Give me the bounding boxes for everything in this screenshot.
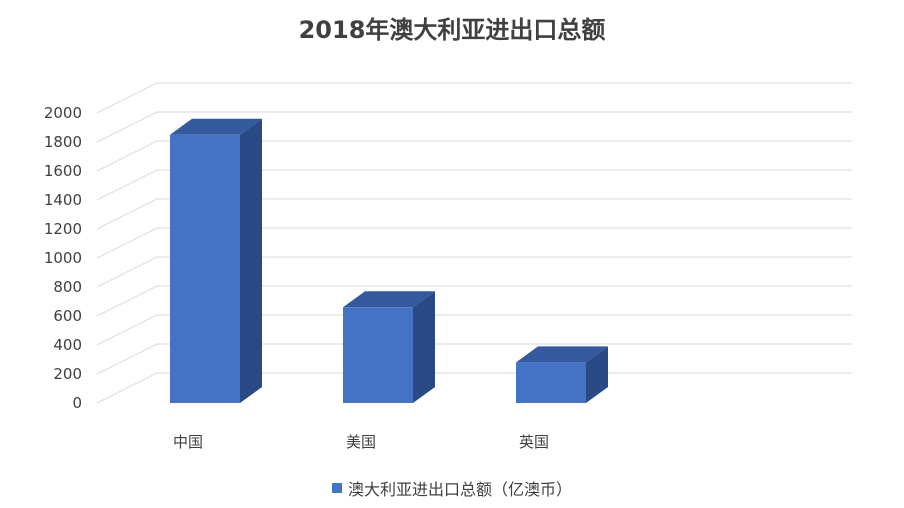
gridline bbox=[96, 285, 852, 317]
y-tick-label: 200 bbox=[53, 365, 82, 383]
gridline bbox=[96, 82, 852, 114]
y-tick-label: 600 bbox=[53, 307, 82, 325]
bar-top bbox=[170, 118, 262, 135]
x-axis-labels: 中国 美国 英国 bbox=[173, 433, 549, 451]
y-tick-label: 1600 bbox=[44, 162, 82, 180]
bar-side bbox=[240, 118, 262, 403]
gridline bbox=[96, 343, 852, 375]
bar-front bbox=[343, 307, 413, 403]
y-tick-label: 1400 bbox=[44, 191, 82, 209]
bar bbox=[343, 291, 435, 403]
y-tick-label: 2000 bbox=[44, 104, 82, 122]
bar-top bbox=[343, 291, 435, 308]
y-tick-label: 1200 bbox=[44, 220, 82, 238]
bar-front bbox=[516, 362, 586, 403]
gridline bbox=[96, 314, 852, 346]
bar-side bbox=[586, 346, 608, 403]
chart-title: 2018年澳大利亚进出口总额 bbox=[298, 16, 606, 44]
y-tick-label: 1800 bbox=[44, 133, 82, 151]
gridline bbox=[96, 256, 852, 288]
x-category-label: 英国 bbox=[519, 433, 549, 451]
bar bbox=[170, 118, 262, 403]
gridline bbox=[96, 140, 852, 172]
gridline bbox=[96, 198, 852, 230]
y-tick-label: 800 bbox=[53, 278, 82, 296]
y-tick-label: 0 bbox=[72, 394, 82, 412]
gridline bbox=[96, 111, 852, 143]
legend-swatch bbox=[331, 483, 342, 493]
legend: 澳大利亚进出口总额（亿澳币） bbox=[0, 476, 904, 500]
gridline bbox=[96, 227, 852, 259]
gridline bbox=[96, 169, 852, 201]
bars bbox=[170, 118, 608, 403]
y-tick-label: 1000 bbox=[44, 249, 82, 267]
x-category-label: 美国 bbox=[346, 433, 376, 451]
x-category-label: 中国 bbox=[173, 433, 203, 451]
y-tick-label: 400 bbox=[53, 336, 82, 354]
gridlines bbox=[96, 82, 852, 404]
legend-label: 澳大利亚进出口总额（亿澳币） bbox=[347, 480, 572, 499]
bar-front bbox=[170, 134, 240, 403]
bar bbox=[516, 346, 608, 403]
y-axis-ticks: 0 200 400 600 800 1000 1200 1400 1600 1800 2000 bbox=[44, 104, 82, 412]
bar-side bbox=[413, 291, 435, 403]
gridline bbox=[96, 372, 852, 404]
bar-top bbox=[516, 346, 608, 363]
